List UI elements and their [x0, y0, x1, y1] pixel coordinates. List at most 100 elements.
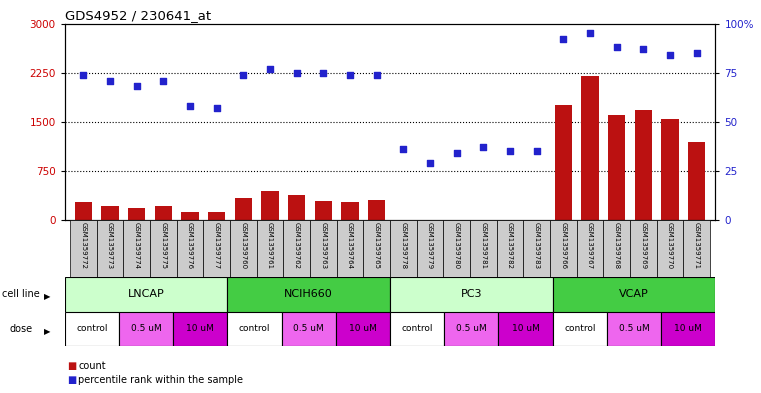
Point: [158, 77, 170, 84]
Bar: [363, 220, 390, 277]
Text: GSM1359777: GSM1359777: [214, 222, 220, 270]
Bar: [524, 220, 550, 277]
Text: control: control: [76, 325, 107, 333]
Point: [664, 52, 676, 58]
Bar: [577, 220, 603, 277]
Text: control: control: [401, 325, 433, 333]
Point: [690, 50, 702, 56]
Text: ■: ■: [67, 375, 76, 386]
Text: dose: dose: [9, 324, 32, 334]
Bar: [181, 211, 199, 220]
Text: NCIH660: NCIH660: [285, 289, 333, 299]
Bar: [390, 312, 444, 346]
Bar: [97, 220, 123, 277]
Text: GSM1359766: GSM1359766: [560, 222, 566, 270]
Text: GSM1359760: GSM1359760: [240, 222, 247, 270]
Point: [637, 46, 649, 52]
Bar: [261, 191, 279, 220]
Text: GSM1359771: GSM1359771: [694, 222, 699, 270]
Text: 10 uM: 10 uM: [674, 325, 702, 333]
Point: [211, 105, 223, 111]
Bar: [688, 142, 705, 220]
Bar: [256, 220, 283, 277]
Bar: [174, 312, 228, 346]
Bar: [123, 220, 150, 277]
Bar: [661, 312, 715, 346]
Bar: [342, 202, 358, 220]
Bar: [444, 312, 498, 346]
Bar: [661, 119, 679, 220]
Text: GSM1359779: GSM1359779: [427, 222, 433, 270]
Text: GSM1359773: GSM1359773: [107, 222, 113, 270]
Point: [78, 72, 90, 78]
Bar: [336, 312, 390, 346]
Text: GSM1359772: GSM1359772: [81, 222, 86, 269]
Text: GSM1359781: GSM1359781: [480, 222, 486, 270]
Bar: [555, 105, 572, 220]
Point: [530, 148, 543, 154]
Text: count: count: [78, 361, 106, 371]
Point: [371, 72, 383, 78]
Bar: [630, 220, 657, 277]
Text: GSM1359776: GSM1359776: [187, 222, 193, 270]
Bar: [683, 220, 710, 277]
Bar: [581, 76, 599, 220]
Text: GDS4952 / 230641_at: GDS4952 / 230641_at: [65, 9, 211, 22]
Point: [504, 148, 516, 154]
Text: 10 uM: 10 uM: [511, 325, 540, 333]
Point: [584, 30, 596, 37]
Bar: [65, 312, 119, 346]
Bar: [283, 220, 310, 277]
Text: control: control: [239, 325, 270, 333]
Bar: [315, 201, 332, 220]
Bar: [417, 220, 444, 277]
Bar: [635, 110, 652, 220]
Text: ■: ■: [67, 361, 76, 371]
Bar: [208, 212, 225, 220]
Bar: [608, 115, 626, 220]
Text: GSM1359764: GSM1359764: [347, 222, 353, 269]
Text: ▶: ▶: [44, 292, 51, 301]
Bar: [228, 277, 390, 312]
Point: [451, 150, 463, 156]
Text: 0.5 uM: 0.5 uM: [456, 325, 487, 333]
Bar: [288, 195, 305, 220]
Bar: [203, 220, 230, 277]
Text: PC3: PC3: [460, 289, 482, 299]
Bar: [75, 202, 92, 220]
Bar: [657, 220, 683, 277]
Bar: [70, 220, 97, 277]
Bar: [101, 206, 119, 220]
Text: 10 uM: 10 uM: [349, 325, 377, 333]
Point: [291, 70, 303, 76]
Bar: [128, 208, 145, 220]
Bar: [154, 206, 172, 220]
Point: [557, 36, 569, 42]
Text: GSM1359774: GSM1359774: [134, 222, 140, 269]
Bar: [150, 220, 177, 277]
Text: 0.5 uM: 0.5 uM: [619, 325, 649, 333]
Point: [477, 144, 489, 151]
Text: GSM1359769: GSM1359769: [640, 222, 646, 270]
Point: [397, 146, 409, 152]
Bar: [390, 220, 417, 277]
Text: GSM1359782: GSM1359782: [507, 222, 513, 269]
Text: 0.5 uM: 0.5 uM: [131, 325, 161, 333]
Text: GSM1359778: GSM1359778: [400, 222, 406, 270]
Point: [424, 160, 436, 166]
Point: [104, 77, 116, 84]
Bar: [230, 220, 256, 277]
Text: ▶: ▶: [44, 327, 51, 336]
Bar: [228, 312, 282, 346]
Text: cell line: cell line: [2, 289, 40, 299]
Bar: [497, 220, 524, 277]
Point: [317, 70, 330, 76]
Point: [610, 44, 622, 50]
Text: GSM1359780: GSM1359780: [454, 222, 460, 270]
Text: GSM1359762: GSM1359762: [294, 222, 300, 269]
Bar: [552, 277, 715, 312]
Bar: [119, 312, 174, 346]
Text: GSM1359765: GSM1359765: [374, 222, 380, 269]
Point: [344, 72, 356, 78]
Text: control: control: [564, 325, 596, 333]
